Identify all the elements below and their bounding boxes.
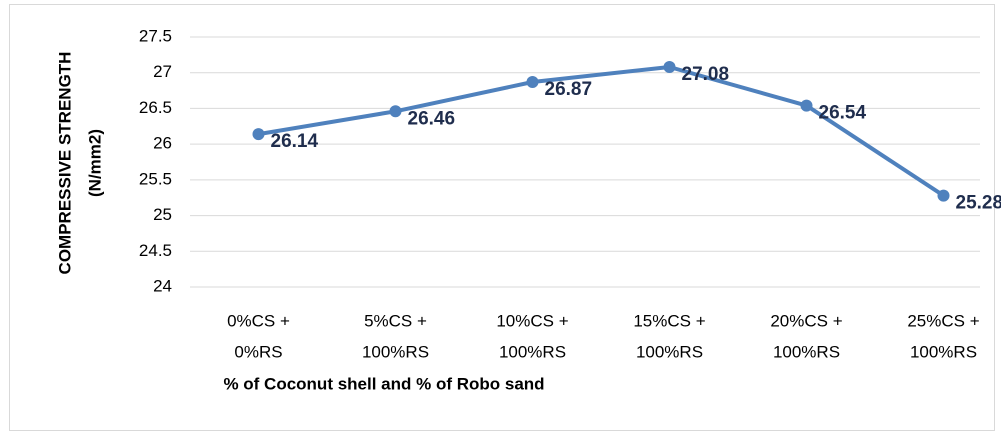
- marker: [663, 61, 676, 73]
- data-label: 26.87: [545, 79, 593, 100]
- x-tick-label: 100%RS: [636, 342, 703, 361]
- y-tick-label: 27.5: [139, 26, 172, 45]
- y-tick-label: 26: [153, 134, 172, 153]
- x-tick-label: 100%RS: [362, 342, 429, 361]
- data-label: 27.08: [682, 64, 730, 85]
- y-tick-label: 25: [153, 205, 172, 224]
- x-tick-label: 0%CS +: [227, 311, 290, 330]
- data-label: 25.28: [956, 193, 1001, 214]
- data-label: 26.46: [408, 108, 456, 129]
- y-tick-label: 24.5: [139, 241, 172, 260]
- y-axis-title-line: (N/mm2): [85, 129, 104, 197]
- x-tick-label: 5%CS +: [364, 311, 427, 330]
- data-label: 26.54: [819, 103, 867, 124]
- y-axis-title: COMPRESSIVE STRENGTH (N/mm2): [55, 52, 104, 275]
- x-tick-label: 15%CS +: [633, 311, 705, 330]
- marker: [389, 105, 402, 118]
- x-tick-label: 25%CS +: [907, 311, 979, 330]
- x-tick-label: 20%CS +: [770, 311, 842, 330]
- y-tick-label: 26.5: [139, 98, 172, 117]
- line: [258, 65, 945, 198]
- x-tick-label: 100%RS: [910, 342, 977, 361]
- y-tick-label: 24: [153, 276, 172, 295]
- y-tick-label: 25.5: [139, 169, 172, 188]
- y-tick-label: 27: [153, 62, 172, 81]
- x-tick-label: 0%RS: [234, 342, 282, 361]
- marker: [252, 128, 265, 141]
- marker: [800, 99, 813, 112]
- x-tick-label: 100%RS: [499, 342, 566, 361]
- x-axis-title: % of Coconut shell and % of Robo sand: [223, 374, 544, 393]
- chart-border: [9, 4, 995, 431]
- data-label: 26.14: [271, 131, 319, 152]
- y-axis-title-line: COMPRESSIVE STRENGTH: [55, 52, 74, 275]
- x-tick-label: 100%RS: [773, 342, 840, 361]
- marker: [526, 76, 539, 88]
- marker: [937, 189, 950, 202]
- x-tick-label: 10%CS +: [496, 311, 568, 330]
